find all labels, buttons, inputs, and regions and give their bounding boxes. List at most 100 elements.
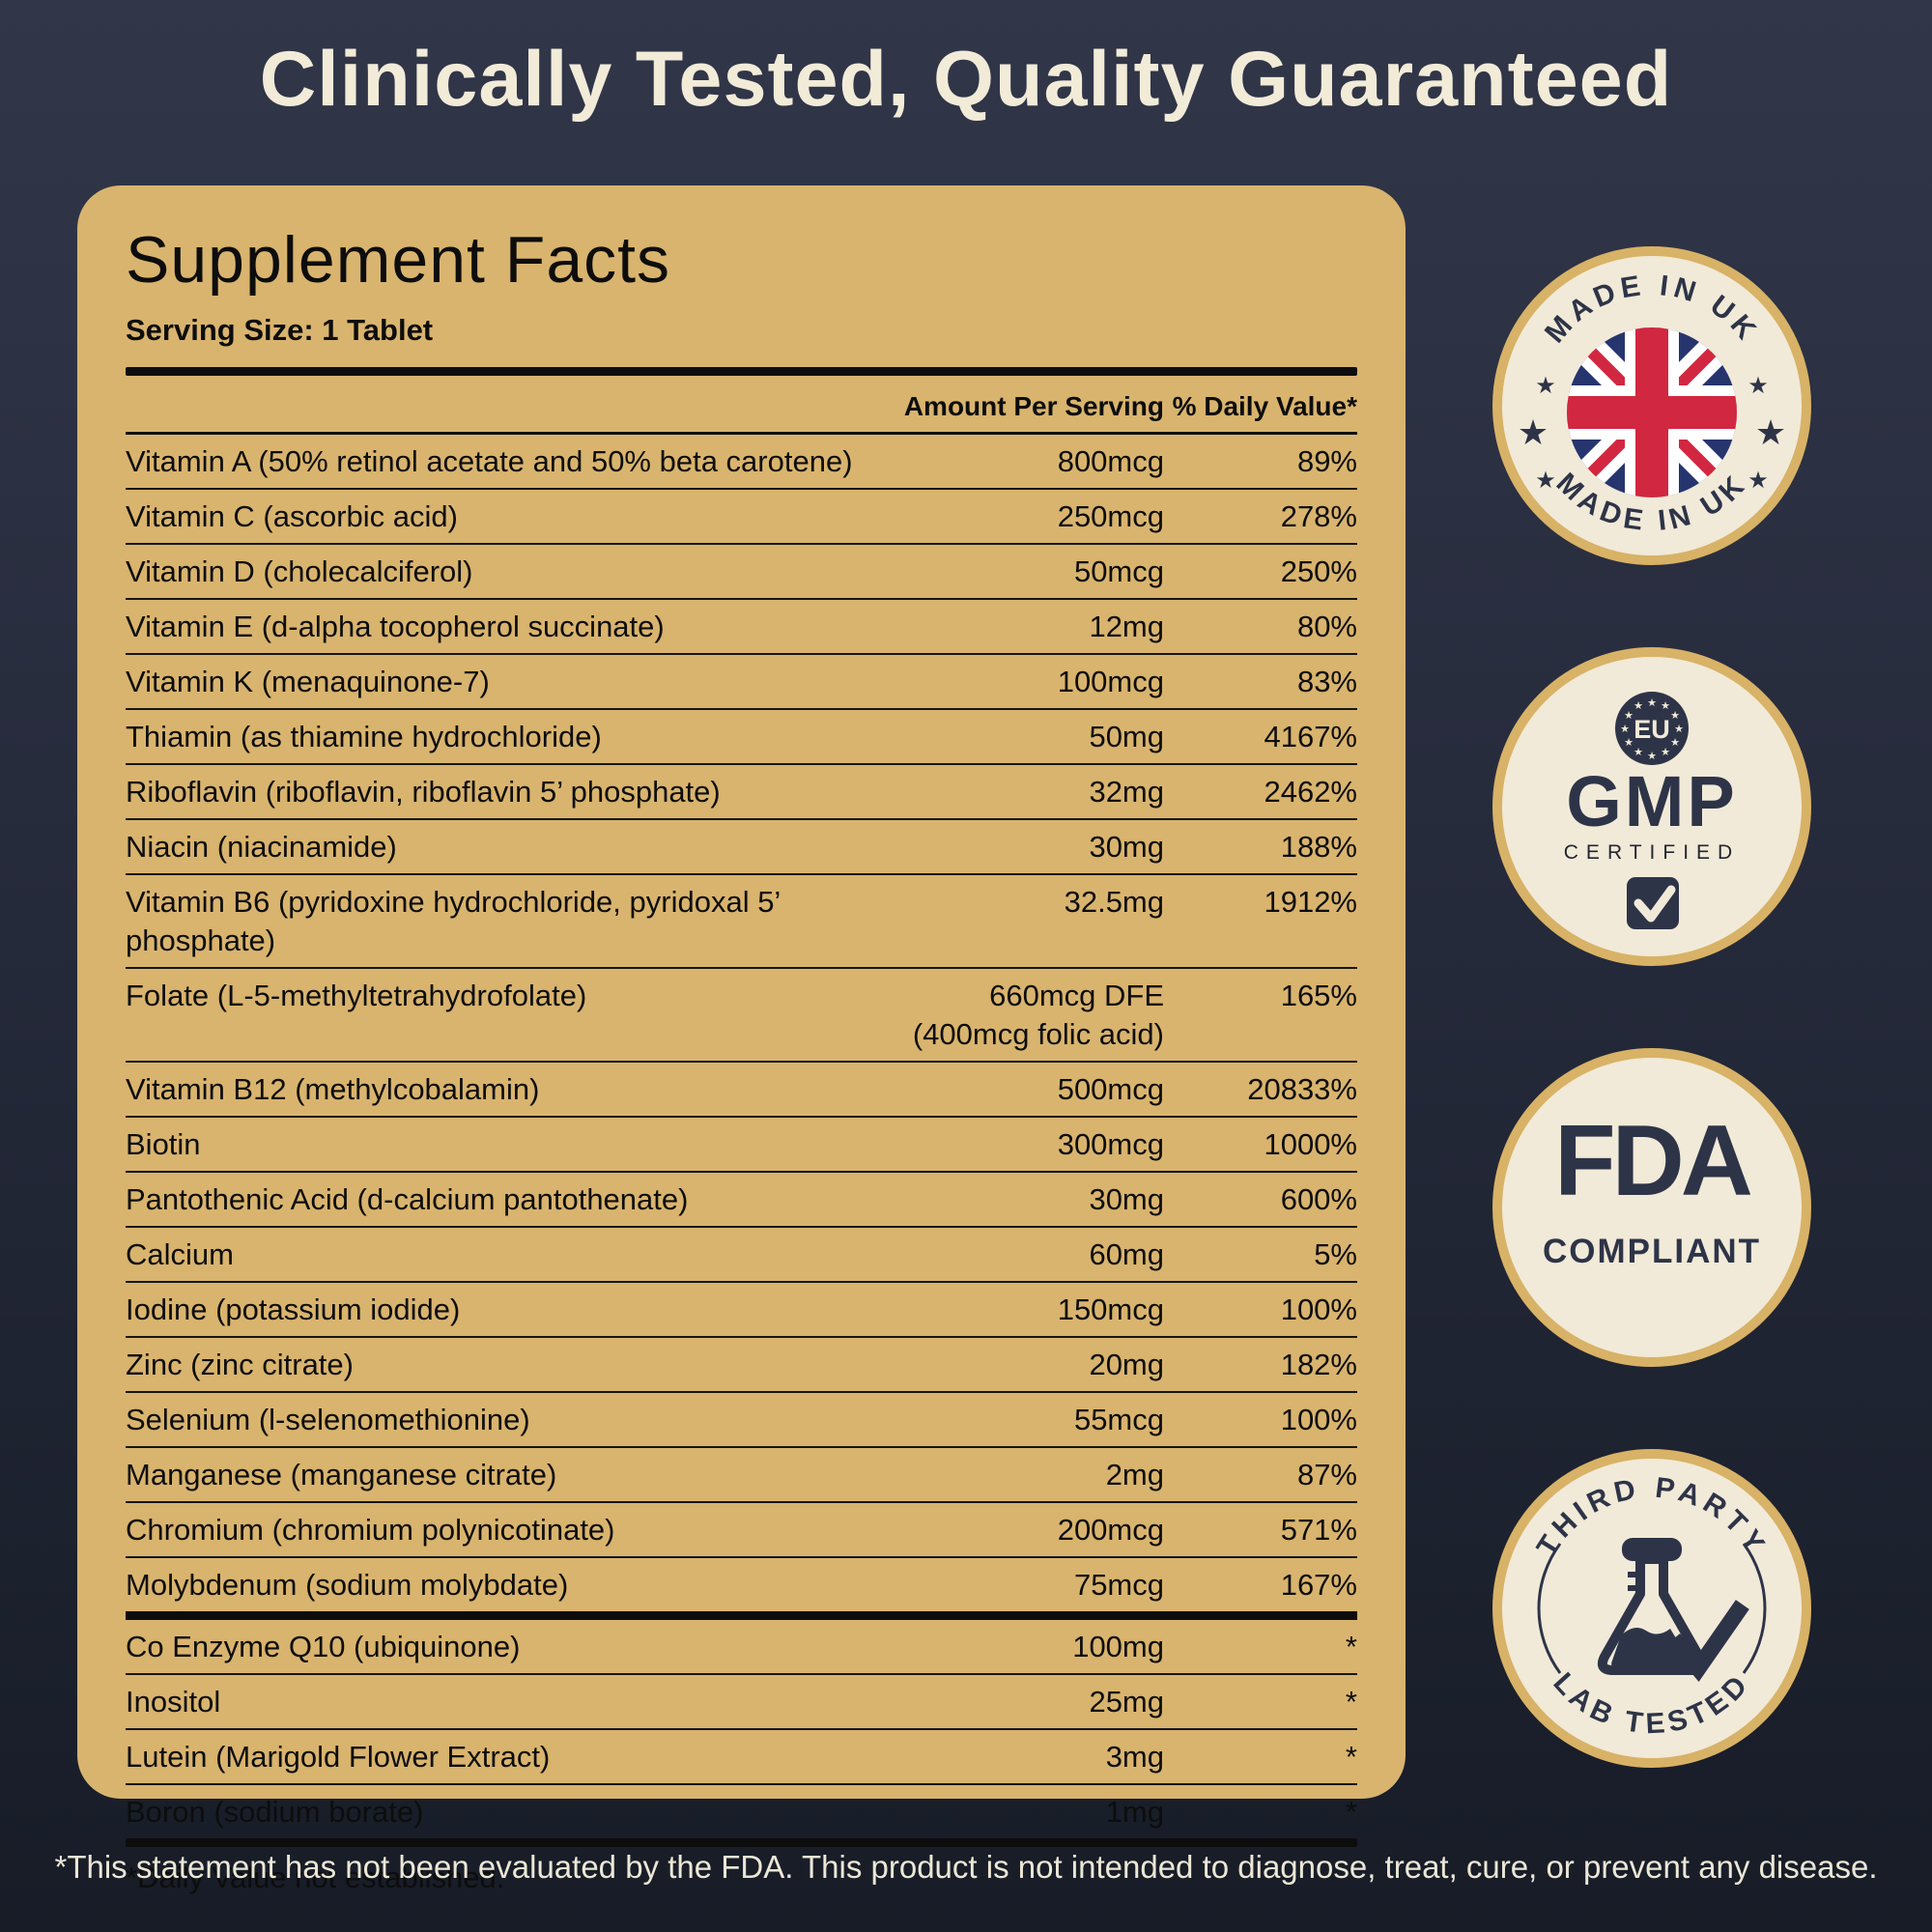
daily-value: 5% bbox=[1314, 1237, 1357, 1271]
daily-value: 100% bbox=[1280, 1293, 1357, 1326]
ingredient-name: Thiamin (as thiamine hydrochloride) bbox=[126, 720, 602, 753]
svg-text:★: ★ bbox=[1747, 373, 1769, 399]
daily-value: 4167% bbox=[1264, 720, 1357, 753]
ingredient-name: Niacin (niacinamide) bbox=[126, 830, 397, 864]
badge-gmp-certified: ★ ★ ★ ★ ★ ★ ★ ★ ★ ★ ★ ★ EU GMP CERTIFIED bbox=[1492, 647, 1811, 966]
ingredient-name: Vitamin D (cholecalciferol) bbox=[126, 554, 473, 588]
badge-circle bbox=[1492, 1048, 1811, 1367]
daily-value: 278% bbox=[1280, 499, 1357, 533]
badge-made-in-uk: MADE IN UK MADE IN UK ★ ★ ★ ★ ★ ★ bbox=[1492, 246, 1811, 565]
table-row: Vitamin K (menaquinone-7) 100mcg 83% bbox=[126, 653, 1357, 708]
serving-size: Serving Size: 1 Tablet bbox=[126, 313, 434, 347]
daily-value: 100% bbox=[1280, 1403, 1357, 1436]
ingredient-name: Vitamin C (ascorbic acid) bbox=[126, 499, 458, 533]
daily-value: 1912% bbox=[1264, 885, 1357, 919]
page-title: Clinically Tested, Quality Guaranteed bbox=[259, 36, 1673, 123]
table-row: Zinc (zinc citrate) 20mg 182% bbox=[126, 1336, 1357, 1391]
star-icons-left: ★ ★ ★ bbox=[1518, 373, 1556, 494]
ingredient-name: Inositol bbox=[126, 1685, 221, 1719]
table-row: Folate (L-5-methyltetrahydrofolate) 660mc… bbox=[126, 967, 1357, 1061]
daily-value: 182% bbox=[1280, 1348, 1357, 1381]
checkmark-icon bbox=[1627, 877, 1679, 929]
fda-logo: FDA bbox=[1554, 1105, 1751, 1217]
fda-subtitle: COMPLIANT bbox=[1543, 1233, 1761, 1270]
left-arc-line bbox=[1537, 1543, 1562, 1674]
amount-value: 150mcg bbox=[1057, 1293, 1164, 1326]
daily-value: * bbox=[1345, 1795, 1357, 1829]
svg-text:★: ★ bbox=[1670, 737, 1680, 749]
amount-value: 12mg bbox=[1089, 610, 1164, 643]
table-row: Thiamin (as thiamine hydrochloride) 50mg 4… bbox=[126, 708, 1357, 763]
amount-value: 50mcg bbox=[1073, 554, 1164, 588]
badge-fda-compliant: FDA COMPLIANT bbox=[1492, 1048, 1811, 1367]
amount-value: 100mg bbox=[1072, 1630, 1164, 1663]
svg-text:★: ★ bbox=[1624, 710, 1634, 722]
svg-text:★: ★ bbox=[1647, 751, 1657, 762]
ingredient-name: Vitamin K (menaquinone-7) bbox=[126, 665, 490, 698]
svg-text:★: ★ bbox=[1634, 700, 1643, 712]
ingredient-name: Vitamin A (50% retinol acetate and 50% b… bbox=[126, 444, 853, 478]
daily-value: 571% bbox=[1280, 1513, 1357, 1547]
table-row: Vitamin C (ascorbic acid) 250mcg 278% bbox=[126, 488, 1357, 543]
table-rows: Vitamin A (50% retinol acetate and 50% b… bbox=[126, 435, 1357, 1838]
amount-value: 30mg bbox=[1089, 830, 1164, 864]
daily-value: 1000% bbox=[1264, 1127, 1357, 1161]
amount-value: 500mcg bbox=[1057, 1072, 1164, 1106]
table-row: Biotin 300mcg 1000% bbox=[126, 1116, 1357, 1171]
thick-divider-bottom bbox=[126, 1838, 1357, 1847]
daily-value: 20833% bbox=[1247, 1072, 1357, 1106]
amount-value: 800mcg bbox=[1057, 444, 1164, 478]
daily-value: 165% bbox=[1280, 979, 1357, 1012]
ingredient-name: Co Enzyme Q10 (ubiquinone) bbox=[126, 1630, 521, 1663]
amount-value: 300mcg bbox=[1057, 1127, 1164, 1161]
table-row: Vitamin D (cholecalciferol) 50mcg 250% bbox=[126, 543, 1357, 598]
ingredient-name: Lutein (Marigold Flower Extract) bbox=[126, 1740, 551, 1774]
amount-value: 75mcg bbox=[1073, 1568, 1164, 1602]
svg-text:★: ★ bbox=[1661, 747, 1670, 758]
amount-value: 200mcg bbox=[1057, 1513, 1164, 1547]
daily-value: 87% bbox=[1296, 1458, 1357, 1492]
svg-text:★: ★ bbox=[1674, 724, 1684, 735]
table-row: Inositol 25mg * bbox=[126, 1673, 1357, 1728]
ingredient-name: Pantothenic Acid (d-calcium pantothenate… bbox=[126, 1182, 689, 1216]
supplement-facts-panel: Supplement Facts Serving Size: 1 Tablet … bbox=[77, 185, 1406, 1894]
ingredient-name: Zinc (zinc citrate) bbox=[126, 1348, 354, 1381]
table-row: Molybdenum (sodium molybdate) 75mcg 167% bbox=[126, 1556, 1357, 1611]
svg-text:★: ★ bbox=[1747, 468, 1769, 494]
eu-stars-icon: ★ ★★ ★★★ ★★★ ★★★ EU bbox=[1615, 692, 1689, 765]
amount-value: 1mg bbox=[1105, 1795, 1164, 1829]
ingredient-name: Biotin bbox=[126, 1127, 201, 1161]
svg-text:★: ★ bbox=[1624, 737, 1634, 749]
amount-value: 2mg bbox=[1105, 1458, 1164, 1492]
badge-circle bbox=[1492, 647, 1811, 966]
ingredient-name: Boron (sodium borate) bbox=[126, 1795, 424, 1829]
amount-value: 60mg bbox=[1089, 1237, 1164, 1271]
ingredient-name: Molybdenum (sodium molybdate) bbox=[126, 1568, 569, 1602]
table-row: Boron (sodium borate) 1mg * bbox=[126, 1783, 1357, 1838]
amount-value: 30mg bbox=[1089, 1182, 1164, 1216]
header-spacer bbox=[126, 391, 894, 422]
table-row: Iodine (potassium iodide) 150mcg 100% bbox=[126, 1281, 1357, 1336]
daily-value: 600% bbox=[1280, 1182, 1357, 1216]
fda-disclaimer: *This statement has not been evaluated b… bbox=[54, 1849, 1878, 1885]
daily-value: 80% bbox=[1296, 610, 1357, 643]
table-row: Riboflavin (riboflavin, riboflavin 5’ ph… bbox=[126, 763, 1357, 818]
daily-value: * bbox=[1345, 1630, 1357, 1663]
svg-text:★: ★ bbox=[1755, 412, 1786, 452]
lab-flask-icon bbox=[1597, 1538, 1749, 1683]
daily-value: 89% bbox=[1296, 444, 1357, 478]
table-row: Calcium 60mg 5% bbox=[126, 1226, 1357, 1281]
amount-value: 25mg bbox=[1089, 1685, 1164, 1719]
svg-text:★: ★ bbox=[1535, 468, 1556, 494]
table-row: Pantothenic Acid (d-calcium pantothenate… bbox=[126, 1171, 1357, 1226]
amount-value: 3mg bbox=[1105, 1740, 1164, 1774]
ingredient-name: Riboflavin (riboflavin, riboflavin 5’ ph… bbox=[126, 775, 721, 809]
table-row: Vitamin A (50% retinol acetate and 50% b… bbox=[126, 435, 1357, 488]
gmp-subtitle: CERTIFIED bbox=[1564, 841, 1740, 864]
ingredient-name: Vitamin B6 (pyridoxine hydrochloride, py… bbox=[126, 885, 781, 957]
table-header: Amount Per Serving % Daily Value* bbox=[126, 376, 1357, 435]
ingredient-name: Manganese (manganese citrate) bbox=[126, 1458, 557, 1492]
ingredient-name: Vitamin E (d-alpha tocopherol succinate) bbox=[126, 610, 665, 643]
thick-divider bbox=[126, 367, 1357, 376]
ingredient-name: Chromium (chromium polynicotinate) bbox=[126, 1513, 615, 1547]
